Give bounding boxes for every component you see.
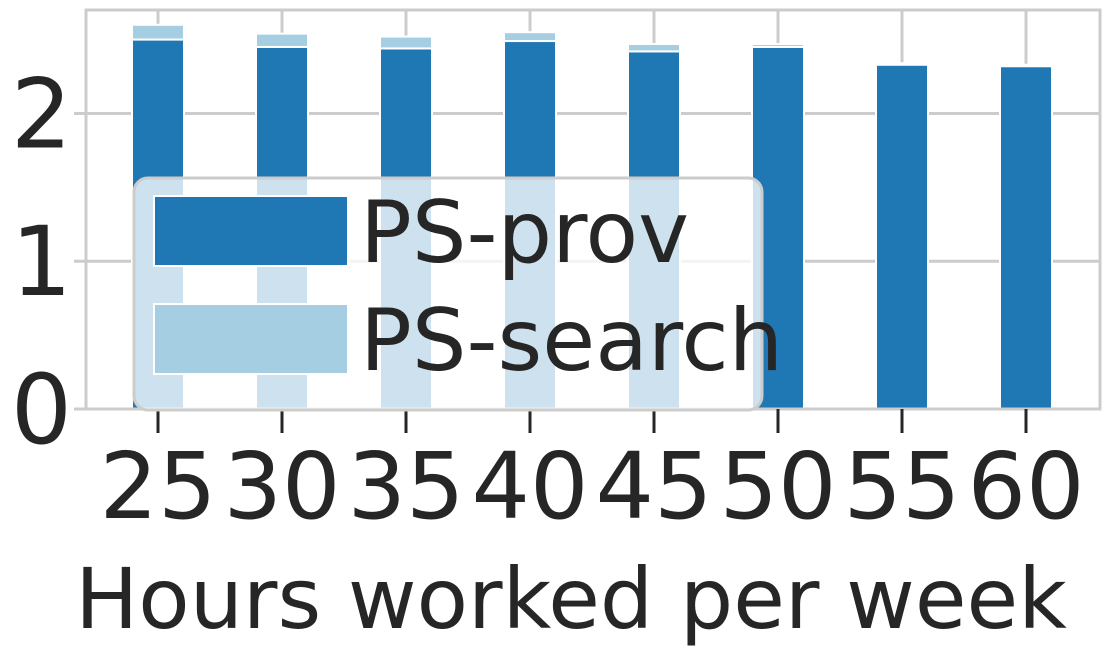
y-tick-label: 2	[11, 58, 72, 170]
y-tick-label: 1	[11, 206, 72, 318]
legend-swatch	[153, 303, 349, 375]
x-tick-label: 55	[843, 433, 960, 540]
x-tick-label: 25	[99, 433, 216, 540]
legend-swatch	[153, 195, 349, 267]
x-tick-label: 45	[595, 433, 712, 540]
y-tick-label: 0	[11, 354, 72, 466]
x-tick-label: 40	[471, 433, 588, 540]
legend-label: PS-prov	[360, 183, 689, 283]
x-axis-title: Hours worked per week	[75, 550, 1067, 648]
bar-ps-search	[627, 42, 681, 53]
legend-label: PS-search	[360, 291, 783, 391]
bar-ps-search	[751, 42, 805, 48]
bar-ps-search	[255, 32, 309, 48]
bar-ps-search	[875, 62, 929, 66]
bar-ps-search	[503, 31, 557, 43]
axis-ticks: 0 1 2 25 30 35 40 45 50 55 60	[11, 58, 1085, 540]
bar-ps-search	[379, 35, 433, 50]
x-tick-label: 50	[719, 433, 836, 540]
x-tick-label: 35	[347, 433, 464, 540]
x-tick-label: 30	[223, 433, 340, 540]
bar-ps-search	[999, 63, 1053, 68]
bar-ps-prov	[875, 63, 929, 411]
x-tick-label: 60	[967, 433, 1084, 540]
bar-ps-search	[131, 23, 185, 41]
bar-ps-prov	[999, 65, 1053, 411]
